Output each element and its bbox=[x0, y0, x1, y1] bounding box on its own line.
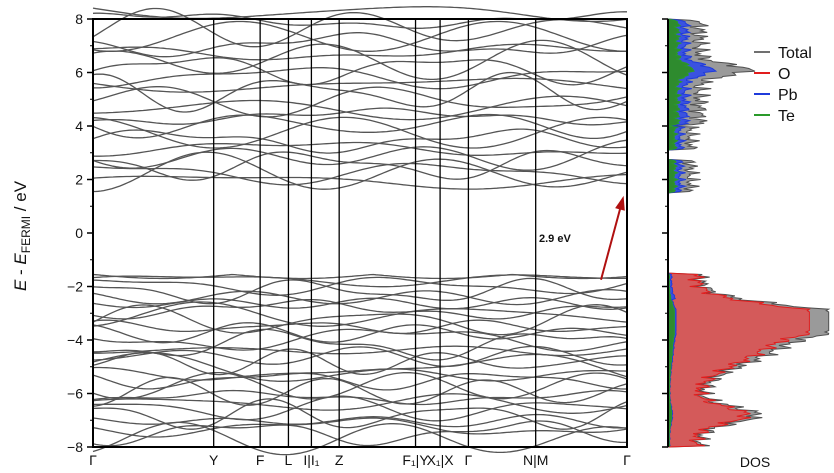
dos-legend: Total O Pb Te bbox=[754, 45, 812, 125]
band-y-tick-label: −8 bbox=[67, 439, 83, 455]
conduction-band-line bbox=[92, 20, 627, 52]
valence-band-line bbox=[92, 413, 628, 429]
k-point-label: I|I₁ bbox=[303, 452, 319, 468]
conduction-band-line bbox=[92, 95, 628, 121]
dos-panel: DOS Total O Pb Te bbox=[662, 18, 831, 470]
valence-band-line bbox=[92, 276, 628, 296]
valence-band-line bbox=[92, 322, 628, 344]
legend-label: Pb bbox=[778, 87, 798, 104]
valence-band-line bbox=[92, 297, 628, 310]
conduction-band-line bbox=[92, 86, 628, 118]
valence-band-line bbox=[92, 304, 628, 336]
band-structure-panel: −8 −6 −4 −2 0 2 4 6 8 Γ Y F L I|I₁ Z F₁|YX₁|X Γ N|M Γ 2.9… bbox=[11, 6, 631, 468]
band-y-tick-label: 6 bbox=[75, 65, 83, 81]
valence-band-line bbox=[92, 348, 627, 376]
k-point-label: Z bbox=[335, 452, 344, 468]
band-gap-label: 2.9 eV bbox=[539, 233, 571, 245]
band-y-tick-label: 4 bbox=[75, 118, 83, 134]
dos-x-axis-label: DOS bbox=[740, 454, 770, 470]
valence-band-line bbox=[92, 371, 628, 400]
conduction-band-line bbox=[92, 113, 628, 140]
y-axis-title-subscript: FERMI bbox=[19, 216, 33, 253]
conduction-band-line bbox=[92, 77, 628, 93]
conduction-band-line bbox=[92, 141, 628, 157]
band-gap-arrow bbox=[600, 205, 622, 281]
conduction-band-line bbox=[92, 71, 628, 113]
valence-band-line bbox=[92, 319, 628, 335]
y-axis-title-minus: - bbox=[11, 265, 30, 280]
band-y-tick-label: 0 bbox=[75, 225, 83, 241]
band-y-tick-label: 8 bbox=[75, 11, 83, 27]
conduction-band-line bbox=[92, 173, 628, 190]
valence-band-line bbox=[92, 389, 628, 406]
conduction-band-line bbox=[92, 39, 628, 81]
valence-band-line bbox=[92, 420, 627, 447]
band-lines bbox=[92, 6, 628, 456]
conduction-band-line bbox=[92, 7, 628, 48]
dos-y-ticks bbox=[662, 18, 669, 448]
k-point-label: Γ bbox=[465, 452, 473, 468]
legend-label: O bbox=[778, 66, 790, 83]
band-gap-annotation: 2.9 eV bbox=[539, 195, 625, 281]
band-k-axis: Γ Y F L I|I₁ Z F₁|YX₁|X Γ N|M Γ bbox=[89, 452, 631, 468]
band-y-tick-label: 2 bbox=[75, 172, 83, 188]
valence-band-line bbox=[92, 417, 628, 438]
top-valence-band-line bbox=[92, 273, 628, 280]
k-point-label: L bbox=[285, 452, 293, 468]
valence-band-line bbox=[92, 345, 628, 368]
legend-label: Total bbox=[778, 45, 812, 62]
k-point-label: Y bbox=[209, 452, 219, 468]
valence-band-line bbox=[92, 376, 628, 407]
valence-band-line bbox=[92, 328, 628, 352]
k-path-divider-lines bbox=[213, 19, 537, 447]
legend-label: Te bbox=[778, 108, 795, 125]
conduction-band-line bbox=[92, 43, 627, 61]
valence-band-line bbox=[92, 301, 628, 327]
band-gap-arrow-head bbox=[615, 195, 625, 211]
y-axis-title-e2: E bbox=[11, 253, 30, 265]
conduction-band-line bbox=[92, 57, 628, 86]
conduction-band-line bbox=[92, 107, 628, 126]
k-point-label: N|M bbox=[523, 452, 548, 468]
conduction-band-line bbox=[92, 139, 628, 171]
conduction-band-line bbox=[92, 116, 628, 149]
lowest-conduction-band-line bbox=[93, 151, 628, 193]
y-axis-title-e: E bbox=[11, 279, 30, 291]
conduction-band-line bbox=[92, 128, 628, 154]
k-point-label: F₁|Y bbox=[402, 452, 429, 468]
valence-band-line bbox=[92, 352, 628, 382]
dos-fills bbox=[667, 18, 831, 449]
band-y-axis: −8 −6 −4 −2 0 2 4 6 8 bbox=[67, 11, 93, 455]
k-point-label: F bbox=[256, 452, 265, 468]
y-axis-title: E - EFERMI / eV bbox=[11, 180, 33, 291]
valence-band-line bbox=[92, 372, 627, 391]
k-point-label: X₁|X bbox=[427, 452, 455, 468]
band-y-tick-label: −2 bbox=[67, 279, 83, 295]
conduction-band-line bbox=[92, 162, 628, 186]
valence-band-line bbox=[92, 328, 628, 361]
k-point-label: Γ bbox=[89, 452, 97, 468]
conduction-band-line bbox=[92, 11, 627, 29]
conduction-band-line bbox=[93, 149, 628, 181]
valence-band-line bbox=[92, 393, 628, 414]
valence-band-line bbox=[93, 395, 628, 422]
valence-band-line bbox=[92, 421, 628, 456]
valence-band-line bbox=[92, 398, 628, 430]
k-point-label: Γ bbox=[623, 452, 631, 468]
valence-band-line bbox=[92, 298, 628, 320]
band-y-tick-label: −4 bbox=[67, 332, 83, 348]
valence-band-line bbox=[92, 274, 627, 288]
conduction-band-line bbox=[92, 32, 628, 58]
y-axis-title-unit: / eV bbox=[11, 180, 30, 216]
valence-band-line bbox=[92, 277, 628, 305]
conduction-band-line bbox=[93, 67, 628, 90]
band-y-tick-label: −6 bbox=[67, 386, 83, 402]
